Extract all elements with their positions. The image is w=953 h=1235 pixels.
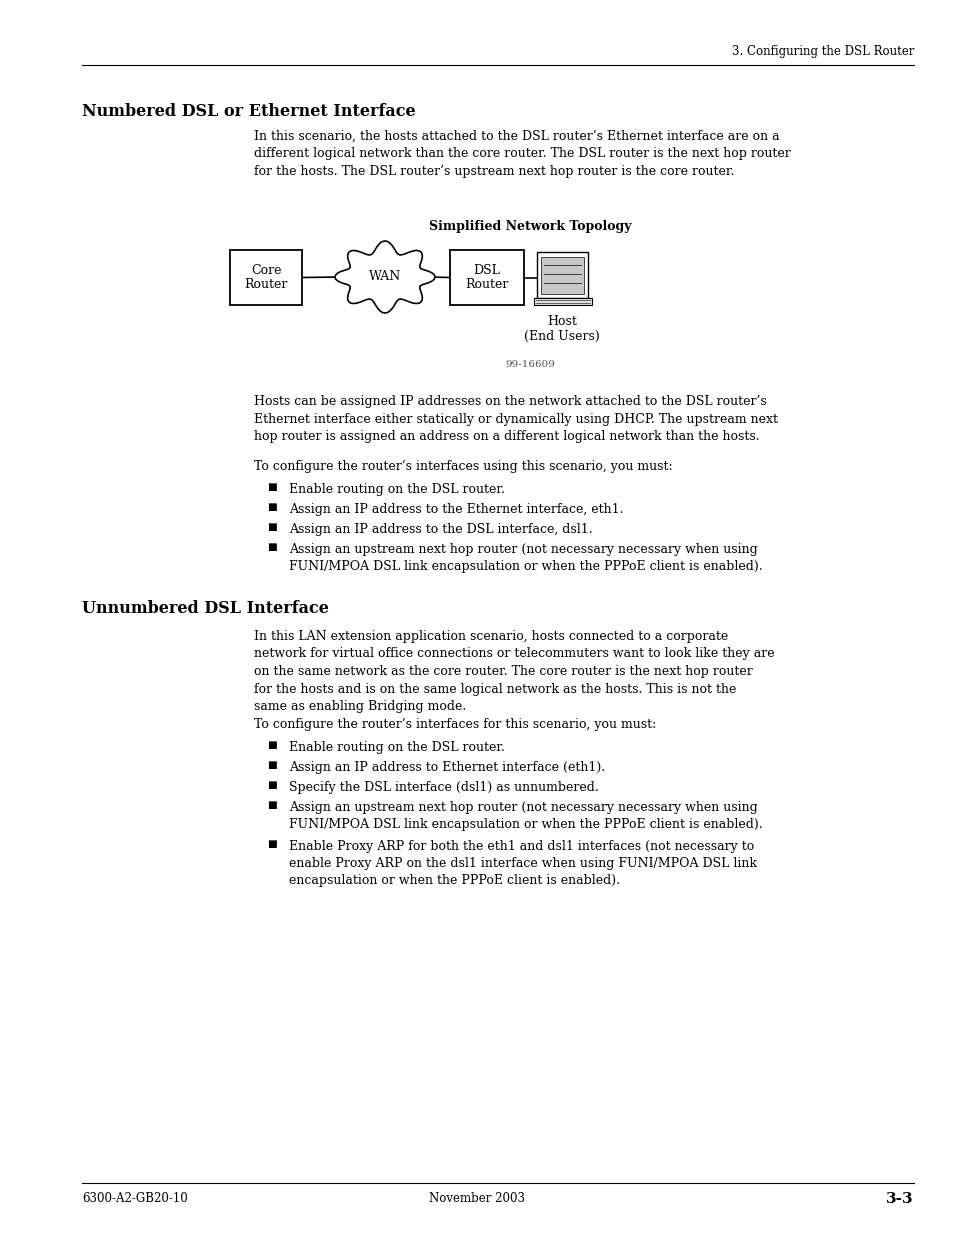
Text: Router: Router <box>465 278 508 291</box>
Text: ■: ■ <box>267 483 276 492</box>
Bar <box>540 257 583 294</box>
Text: ■: ■ <box>267 761 276 769</box>
Text: ■: ■ <box>267 840 276 848</box>
Text: Assign an IP address to Ethernet interface (eth1).: Assign an IP address to Ethernet interfa… <box>289 761 604 774</box>
Text: ■: ■ <box>267 802 276 810</box>
Polygon shape <box>335 241 435 312</box>
Text: Enable routing on the DSL router.: Enable routing on the DSL router. <box>289 741 504 755</box>
Text: DSL: DSL <box>473 264 500 277</box>
Text: Enable Proxy ARP for both the eth1 and dsl1 interfaces (not necessary to
enable : Enable Proxy ARP for both the eth1 and d… <box>289 840 757 887</box>
Bar <box>537 252 587 298</box>
Text: November 2003: November 2003 <box>429 1192 524 1205</box>
Text: Unnumbered DSL Interface: Unnumbered DSL Interface <box>82 600 329 618</box>
Text: 3. Configuring the DSL Router: 3. Configuring the DSL Router <box>731 44 913 58</box>
Bar <box>534 298 592 305</box>
Text: Host: Host <box>546 315 577 329</box>
Text: 3-3: 3-3 <box>885 1192 913 1207</box>
Text: Router: Router <box>244 278 288 291</box>
Text: ■: ■ <box>267 522 276 532</box>
Text: Numbered DSL or Ethernet Interface: Numbered DSL or Ethernet Interface <box>82 103 416 120</box>
Text: Assign an upstream next hop router (not necessary necessary when using
FUNI/MPOA: Assign an upstream next hop router (not … <box>289 543 761 573</box>
Text: Core: Core <box>251 264 281 277</box>
Text: 99-16609: 99-16609 <box>504 359 555 369</box>
Text: Assign an upstream next hop router (not necessary necessary when using
FUNI/MPOA: Assign an upstream next hop router (not … <box>289 802 761 831</box>
Text: Assign an IP address to the Ethernet interface, eth1.: Assign an IP address to the Ethernet int… <box>289 503 623 516</box>
Text: Assign an IP address to the DSL interface, dsl1.: Assign an IP address to the DSL interfac… <box>289 522 592 536</box>
Text: Specify the DSL interface (dsl1) as unnumbered.: Specify the DSL interface (dsl1) as unnu… <box>289 781 598 794</box>
Text: WAN: WAN <box>369 270 400 284</box>
Text: To configure the router’s interfaces using this scenario, you must:: To configure the router’s interfaces usi… <box>253 459 672 473</box>
Text: ■: ■ <box>267 781 276 790</box>
Text: Enable routing on the DSL router.: Enable routing on the DSL router. <box>289 483 504 496</box>
Bar <box>230 249 302 305</box>
Text: To configure the router’s interfaces for this scenario, you must:: To configure the router’s interfaces for… <box>253 718 656 731</box>
Text: ■: ■ <box>267 503 276 513</box>
Text: In this LAN extension application scenario, hosts connected to a corporate
netwo: In this LAN extension application scenar… <box>253 630 774 713</box>
Text: Hosts can be assigned IP addresses on the network attached to the DSL router’s
E: Hosts can be assigned IP addresses on th… <box>253 395 778 443</box>
Bar <box>450 249 523 305</box>
Text: ■: ■ <box>267 543 276 552</box>
Text: ■: ■ <box>267 741 276 750</box>
Text: In this scenario, the hosts attached to the DSL router’s Ethernet interface are : In this scenario, the hosts attached to … <box>253 130 790 178</box>
Text: 6300-A2-GB20-10: 6300-A2-GB20-10 <box>82 1192 188 1205</box>
Text: Simplified Network Topology: Simplified Network Topology <box>428 220 631 233</box>
Text: (End Users): (End Users) <box>523 330 599 343</box>
